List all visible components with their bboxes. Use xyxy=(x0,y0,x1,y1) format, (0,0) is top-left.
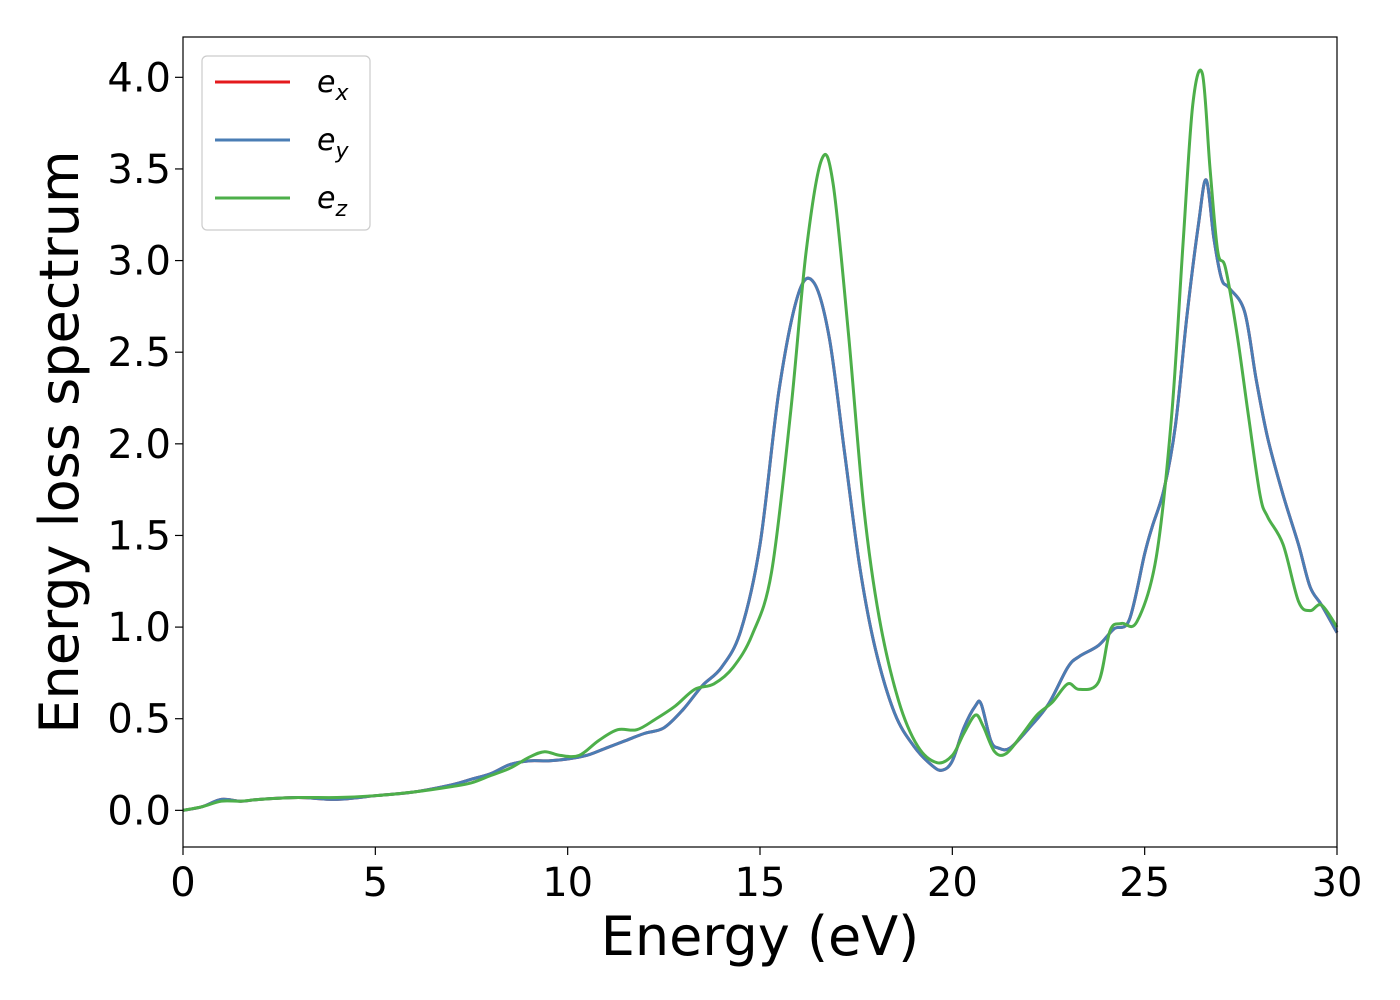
x-tick-label: 30 xyxy=(1312,860,1363,906)
y-tick-label: 0.5 xyxy=(107,697,171,743)
series-line-ez xyxy=(182,68,1339,812)
x-tick-label: 0 xyxy=(170,860,195,906)
y-axis-ticks: 0.0 0.5 1.0 1.5 2.0 2.5 3.0 3.5 4.0 xyxy=(107,55,183,834)
y-tick-label: 2.0 xyxy=(107,422,171,468)
legend-box xyxy=(201,55,371,231)
x-tick-label: 20 xyxy=(927,860,978,906)
series-line-ey xyxy=(182,178,1339,812)
plot-area xyxy=(183,37,1337,847)
y-tick-label: 1.5 xyxy=(107,513,171,559)
y-tick-label: 4.0 xyxy=(107,55,171,101)
x-tick-label: 5 xyxy=(363,860,388,906)
x-axis-ticks: 0 5 10 15 20 25 30 xyxy=(170,847,1362,906)
y-tick-label: 1.0 xyxy=(107,605,171,651)
series-layer xyxy=(182,68,1339,812)
legend-label-ey: ey xyxy=(317,123,349,164)
x-tick-label: 10 xyxy=(542,860,593,906)
y-tick-label: 3.5 xyxy=(107,147,171,193)
y-tick-label: 0.0 xyxy=(107,788,171,834)
x-tick-label: 25 xyxy=(1119,860,1170,906)
x-tick-label: 15 xyxy=(735,860,786,906)
y-tick-label: 2.5 xyxy=(107,330,171,376)
x-axis-label: Energy (eV) xyxy=(601,905,920,968)
y-axis-label: Energy loss spectrum xyxy=(28,150,91,733)
y-tick-label: 3.0 xyxy=(107,239,171,285)
